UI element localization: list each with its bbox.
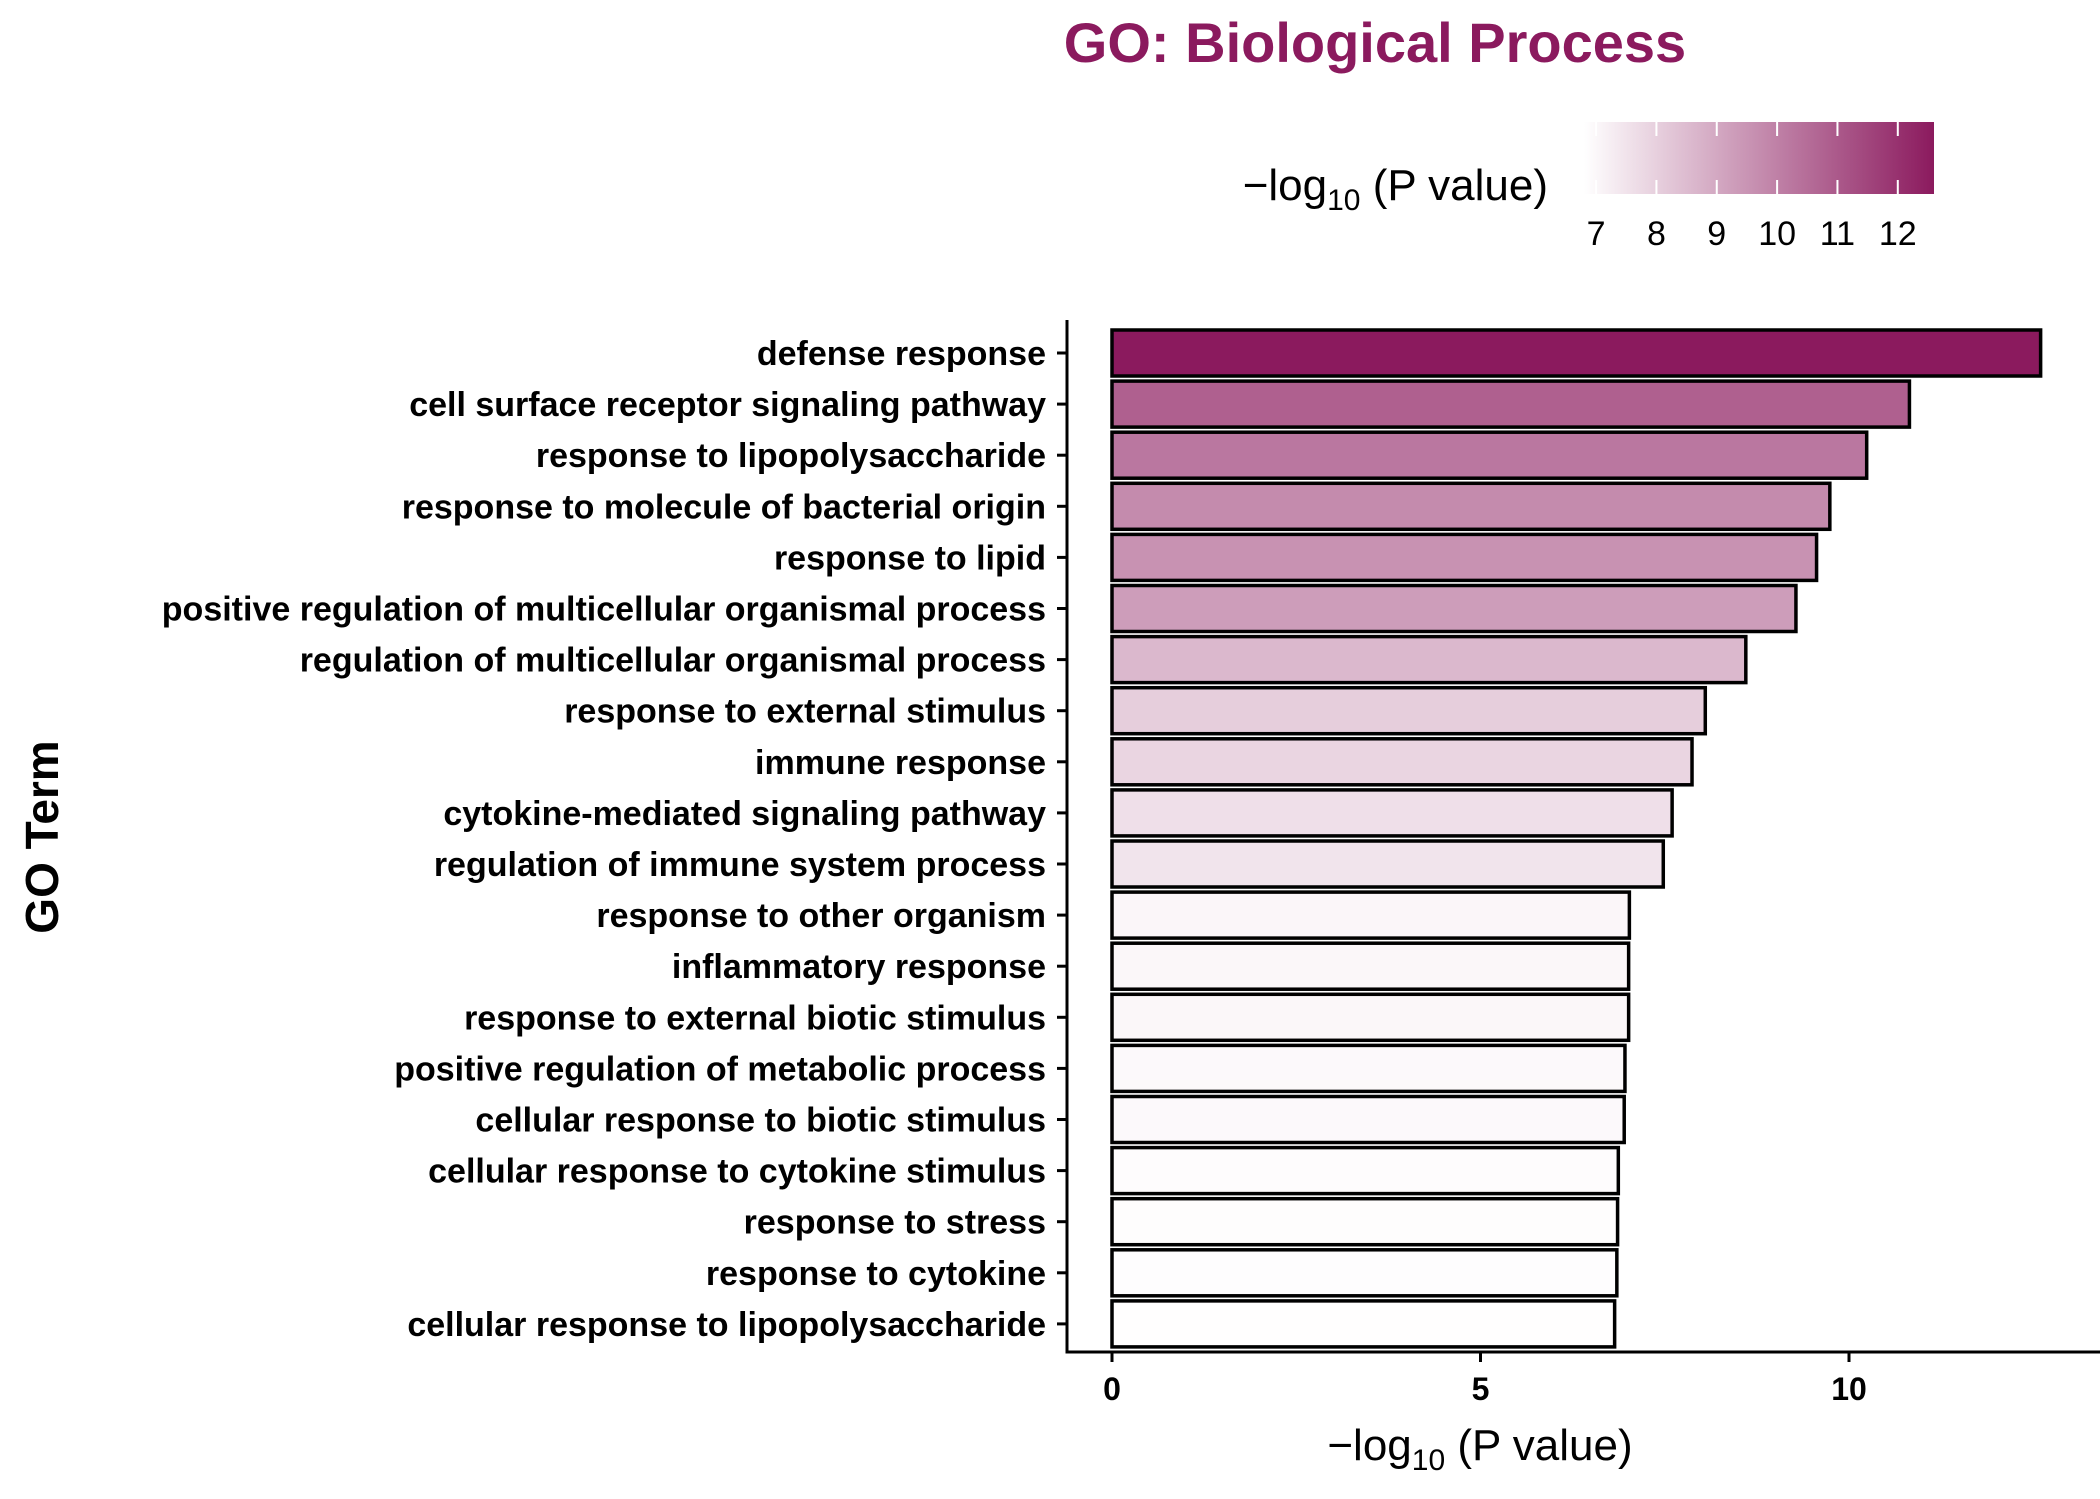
category-label: regulation of immune system process — [434, 846, 1046, 884]
bar — [1110, 583, 1798, 634]
colorbar-legend: −log10 (P value) 7 8 9 10 11 12 — [1243, 122, 1934, 253]
bar — [1110, 992, 1631, 1043]
category-label: inflammatory response — [672, 948, 1046, 986]
category-label: defense response — [757, 335, 1046, 373]
bar — [1110, 481, 1832, 532]
category-label: cellular response to lipopolysaccharide — [407, 1306, 1046, 1344]
category-label: response to cytokine — [706, 1255, 1046, 1293]
colorbar-tick-label: 11 — [1820, 215, 1855, 253]
y-axis-title: GO Term — [16, 740, 68, 933]
bar — [1110, 941, 1631, 991]
bar — [1110, 532, 1819, 583]
bar — [1110, 1248, 1619, 1298]
colorbar-tick-label: 8 — [1647, 215, 1666, 253]
bar — [1110, 737, 1694, 787]
bar — [1110, 1196, 1620, 1247]
colorbar-tick-label: 10 — [1758, 215, 1796, 253]
category-label: positive regulation of metabolic process — [394, 1050, 1046, 1088]
category-label: response to lipopolysaccharide — [536, 437, 1046, 475]
colorbar-tick-label: 7 — [1587, 215, 1606, 253]
legend-title: −log10 (P value) — [1243, 161, 1548, 217]
category-label: response to other organism — [596, 897, 1046, 935]
bar — [1110, 634, 1748, 685]
bar — [1110, 1299, 1617, 1349]
bar — [1110, 430, 1869, 480]
bar — [1110, 788, 1674, 838]
category-label: response to external biotic stimulus — [464, 999, 1046, 1037]
bar — [1110, 328, 2043, 378]
category-label: cytokine-mediated signaling pathway — [443, 795, 1046, 833]
category-label: response to lipid — [774, 539, 1046, 577]
colorbar — [1584, 122, 1934, 194]
category-label: cellular response to biotic stimulus — [475, 1102, 1046, 1140]
category-label: immune response — [755, 744, 1046, 782]
bar — [1110, 379, 1912, 429]
category-label: response to external stimulus — [564, 693, 1046, 731]
bar — [1110, 839, 1666, 889]
category-label: response to molecule of bacterial origin — [402, 488, 1046, 526]
category-label: cell surface receptor signaling pathway — [409, 386, 1046, 424]
category-label: positive regulation of multicellular org… — [162, 591, 1046, 629]
bar — [1110, 1145, 1621, 1196]
x-tick-label: 5 — [1472, 1371, 1490, 1407]
category-label: regulation of multicellular organismal p… — [300, 642, 1046, 680]
x-tick-label: 0 — [1103, 1371, 1121, 1407]
bar — [1110, 1043, 1627, 1094]
chart-title: GO: Biological Process — [1064, 11, 1686, 74]
bar — [1110, 890, 1632, 940]
bar — [1110, 1094, 1626, 1145]
colorbar-tick-label: 9 — [1707, 215, 1726, 253]
x-tick-label: 10 — [1831, 1371, 1867, 1407]
colorbar-tick-label: 12 — [1879, 215, 1917, 253]
category-label: cellular response to cytokine stimulus — [428, 1153, 1046, 1191]
bar — [1110, 685, 1708, 736]
x-axis-title: −log10 (P value) — [1327, 1421, 1632, 1477]
category-label: response to stress — [744, 1204, 1046, 1242]
